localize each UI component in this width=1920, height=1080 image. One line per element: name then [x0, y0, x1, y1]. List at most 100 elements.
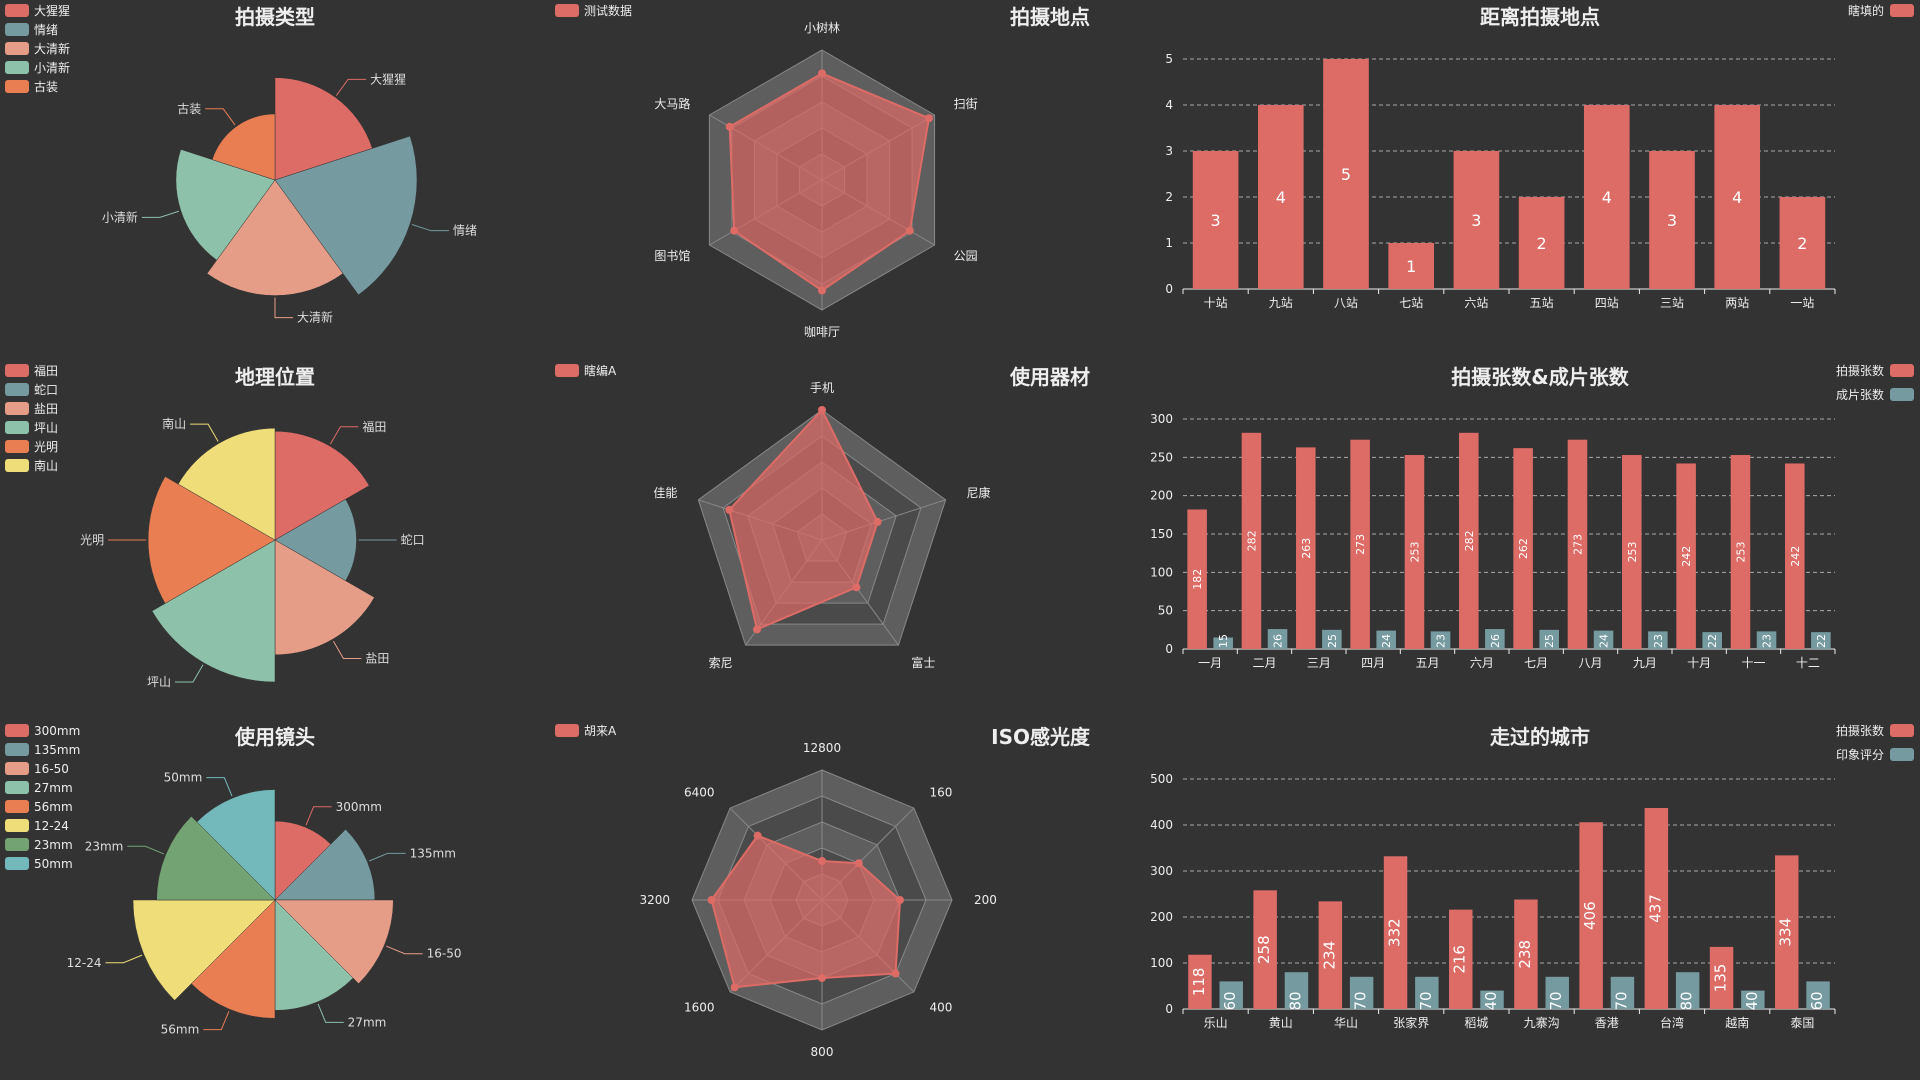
bar[interactable]	[1785, 463, 1805, 649]
bar[interactable]	[1267, 629, 1288, 649]
bar[interactable]	[1649, 151, 1695, 289]
legend-swatch[interactable]	[1890, 4, 1914, 17]
legend-swatch[interactable]	[5, 421, 29, 434]
pie-slice[interactable]	[274, 430, 370, 541]
radar-point[interactable]	[730, 226, 739, 235]
pie-slice[interactable]	[274, 77, 373, 181]
bar[interactable]	[1449, 909, 1473, 1009]
radar-point[interactable]	[852, 583, 861, 592]
bar[interactable]	[1675, 972, 1700, 1009]
bar[interactable]	[1513, 448, 1533, 649]
radar-point[interactable]	[854, 859, 863, 868]
bar[interactable]	[1583, 105, 1630, 289]
pie-slice[interactable]	[147, 476, 276, 604]
legend-swatch[interactable]	[5, 838, 29, 851]
legend-swatch[interactable]	[5, 857, 29, 870]
pie-slice[interactable]	[274, 498, 357, 582]
legend-swatch[interactable]	[5, 819, 29, 832]
bar[interactable]	[1709, 946, 1734, 1009]
radar-point[interactable]	[818, 406, 826, 414]
pie-slice[interactable]	[274, 135, 418, 296]
radar-point[interactable]	[818, 286, 826, 295]
legend-swatch[interactable]	[1890, 388, 1914, 401]
pie-slice[interactable]	[274, 820, 332, 901]
bar[interactable]	[1593, 630, 1614, 649]
pie-slice[interactable]	[274, 828, 376, 901]
pie-slice[interactable]	[132, 899, 276, 1001]
legend-swatch[interactable]	[5, 383, 29, 396]
radar-point[interactable]	[818, 974, 826, 982]
radar-point[interactable]	[753, 625, 762, 634]
bar[interactable]	[1284, 972, 1309, 1009]
legend-swatch[interactable]	[555, 364, 579, 377]
radar-point[interactable]	[730, 983, 739, 992]
bar[interactable]	[1453, 151, 1500, 289]
bar[interactable]	[1192, 151, 1239, 289]
bar[interactable]	[1219, 981, 1243, 1009]
legend-swatch[interactable]	[5, 23, 29, 36]
bar[interactable]	[1579, 822, 1603, 1009]
bar[interactable]	[1241, 432, 1262, 649]
radar-point[interactable]	[818, 69, 826, 78]
bar[interactable]	[1187, 509, 1207, 649]
legend-swatch[interactable]	[5, 4, 29, 17]
bar[interactable]	[1480, 990, 1504, 1009]
bar[interactable]	[1676, 463, 1696, 649]
radar-point[interactable]	[818, 857, 826, 865]
legend-swatch[interactable]	[5, 61, 29, 74]
bar[interactable]	[1459, 432, 1479, 649]
bar[interactable]	[1253, 890, 1277, 1009]
legend-swatch[interactable]	[5, 459, 29, 472]
pie-slice[interactable]	[190, 899, 276, 1019]
legend-swatch[interactable]	[555, 724, 579, 737]
bar[interactable]	[1539, 629, 1559, 649]
radar-point[interactable]	[873, 517, 882, 526]
bar[interactable]	[1350, 439, 1370, 649]
bar[interactable]	[1514, 899, 1538, 1009]
bar[interactable]	[1485, 629, 1505, 649]
legend-swatch[interactable]	[1890, 724, 1914, 737]
bar[interactable]	[1644, 807, 1669, 1009]
radar-point[interactable]	[905, 226, 914, 235]
bar[interactable]	[1811, 632, 1831, 649]
radar-point[interactable]	[891, 969, 900, 978]
radar-point[interactable]	[924, 114, 933, 123]
bar[interactable]	[1756, 631, 1777, 649]
pie-slice[interactable]	[177, 427, 276, 541]
pie-slice[interactable]	[206, 179, 344, 296]
bar[interactable]	[1296, 447, 1316, 649]
bar[interactable]	[1318, 901, 1343, 1009]
bar[interactable]	[1545, 976, 1569, 1009]
bar[interactable]	[1779, 197, 1826, 289]
bar[interactable]	[1383, 856, 1408, 1009]
bar[interactable]	[1376, 630, 1396, 649]
legend-swatch[interactable]	[5, 402, 29, 415]
bar[interactable]	[1567, 439, 1588, 649]
legend-swatch[interactable]	[1890, 364, 1914, 377]
bar[interactable]	[1702, 632, 1722, 649]
pie-slice[interactable]	[211, 113, 276, 181]
legend-swatch[interactable]	[5, 800, 29, 813]
pie-slice[interactable]	[175, 149, 276, 261]
legend-swatch[interactable]	[5, 781, 29, 794]
bar[interactable]	[1323, 59, 1369, 289]
bar[interactable]	[1188, 954, 1212, 1009]
radar-point[interactable]	[896, 896, 904, 904]
radar-point[interactable]	[725, 122, 734, 131]
bar[interactable]	[1213, 637, 1233, 650]
legend-swatch[interactable]	[5, 762, 29, 775]
legend-swatch[interactable]	[1890, 748, 1914, 761]
bar[interactable]	[1775, 855, 1799, 1009]
bar[interactable]	[1349, 976, 1374, 1009]
bar[interactable]	[1388, 243, 1435, 289]
radar-area[interactable]	[728, 408, 879, 631]
bar[interactable]	[1404, 455, 1425, 649]
radar-point[interactable]	[725, 505, 734, 514]
legend-swatch[interactable]	[5, 743, 29, 756]
pie-slice[interactable]	[274, 899, 394, 985]
legend-swatch[interactable]	[5, 42, 29, 55]
pie-slice[interactable]	[151, 539, 276, 683]
radar-point[interactable]	[707, 896, 716, 904]
legend-swatch[interactable]	[5, 364, 29, 377]
bar[interactable]	[1741, 990, 1765, 1009]
